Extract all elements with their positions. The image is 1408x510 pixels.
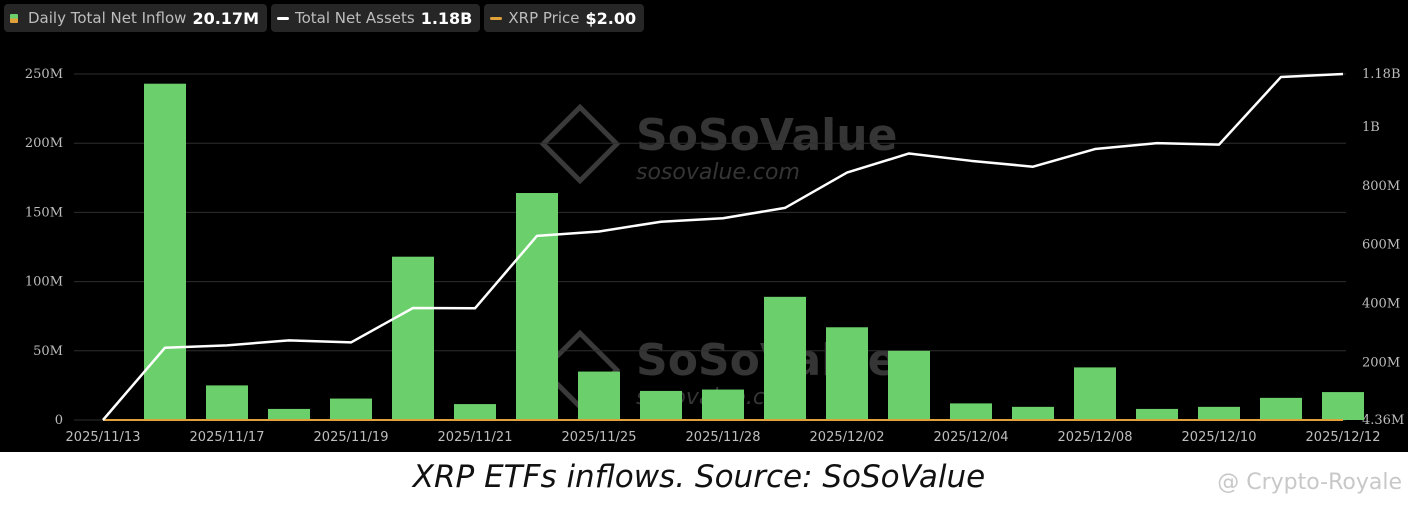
x-tick-label: 2025/12/08 (1058, 430, 1133, 445)
watermark-brand: SoSoValue (636, 110, 897, 161)
bar-net-inflow (268, 408, 310, 420)
bar-net-inflow (1136, 408, 1178, 420)
x-tick-label: 2025/12/04 (934, 430, 1009, 445)
credit-watermark: @ Crypto-Royale (1217, 470, 1402, 495)
bar-net-inflow (392, 256, 434, 420)
line-swatch-icon (490, 16, 503, 20)
inflow-chart: SoSoValuesosovalue.comSoSoValuesosovalue… (25, 67, 1404, 445)
line-total-net-assets (102, 72, 1344, 421)
watermark-url: sosovalue.com (636, 160, 800, 185)
legend-item-total-net-assets[interactable]: Total Net Assets 1.18B (270, 4, 481, 32)
y-tick-label-left: 100M (25, 275, 63, 290)
legend-label: XRP Price (508, 9, 580, 27)
bar-net-inflow (1322, 392, 1364, 420)
legend-value: 20.17M (192, 8, 259, 28)
bar-net-inflow (702, 389, 744, 420)
y-tick-label-right: 800M (1362, 179, 1400, 194)
bar-swatch-icon (10, 13, 18, 23)
y-tick-label-left: 0 (55, 413, 63, 428)
x-tick-label: 2025/11/21 (438, 430, 513, 445)
y-tick-label-right: 400M (1362, 297, 1400, 312)
chart-panel: Daily Total Net Inflow 20.17M Total Net … (0, 0, 1408, 452)
x-tick-label: 2025/12/12 (1306, 430, 1381, 445)
x-tick-label: 2025/11/25 (562, 430, 637, 445)
bar-net-inflow (764, 296, 806, 420)
y-tick-label-left: 150M (25, 205, 63, 220)
y-tick-label-right: 4.36M (1362, 413, 1404, 428)
x-tick-label: 2025/11/17 (190, 430, 265, 445)
x-tick-label: 2025/11/28 (686, 430, 761, 445)
y-tick-label-left: 250M (25, 67, 63, 82)
bar-net-inflow (1260, 397, 1302, 420)
caption: XRP ETFs inflows. Source: SoSoValue (412, 459, 986, 495)
bar-net-inflow (640, 390, 682, 420)
legend-value: $2.00 (585, 8, 637, 28)
legend-label: Daily Total Net Inflow (28, 9, 187, 27)
line-swatch-icon (276, 16, 289, 20)
x-tick-label: 2025/11/13 (66, 430, 141, 445)
y-tick-label-right: 600M (1362, 238, 1400, 253)
x-tick-label: 2025/12/02 (810, 430, 885, 445)
legend: Daily Total Net Inflow 20.17M Total Net … (4, 4, 645, 32)
bar-net-inflow (578, 371, 620, 420)
bar-net-inflow (206, 385, 248, 420)
bar-net-inflow (1012, 406, 1054, 420)
legend-label: Total Net Assets (294, 9, 415, 27)
x-tick-label: 2025/12/10 (1182, 430, 1257, 445)
bar-net-inflow (144, 83, 186, 421)
bar-net-inflow (826, 327, 868, 420)
bar-net-inflow (888, 350, 930, 420)
legend-item-xrp-price[interactable]: XRP Price $2.00 (484, 4, 645, 32)
watermark-logo-icon (539, 103, 621, 185)
bar-net-inflow (1198, 406, 1240, 420)
bar-net-inflow (1074, 367, 1116, 420)
legend-value: 1.18B (420, 8, 473, 28)
y-tick-label-right: 200M (1362, 355, 1400, 370)
legend-item-net-inflow[interactable]: Daily Total Net Inflow 20.17M (4, 4, 267, 32)
y-tick-label-left: 200M (25, 136, 63, 151)
x-tick-label: 2025/11/19 (314, 430, 389, 445)
y-tick-label-right: 1B (1362, 120, 1380, 135)
y-tick-label-right: 1.18B (1362, 67, 1401, 82)
bar-net-inflow (454, 404, 496, 420)
bar-net-inflow (950, 403, 992, 420)
bar-net-inflow (330, 398, 372, 420)
y-tick-label-left: 50M (33, 344, 63, 359)
bar-net-inflow (516, 193, 558, 420)
